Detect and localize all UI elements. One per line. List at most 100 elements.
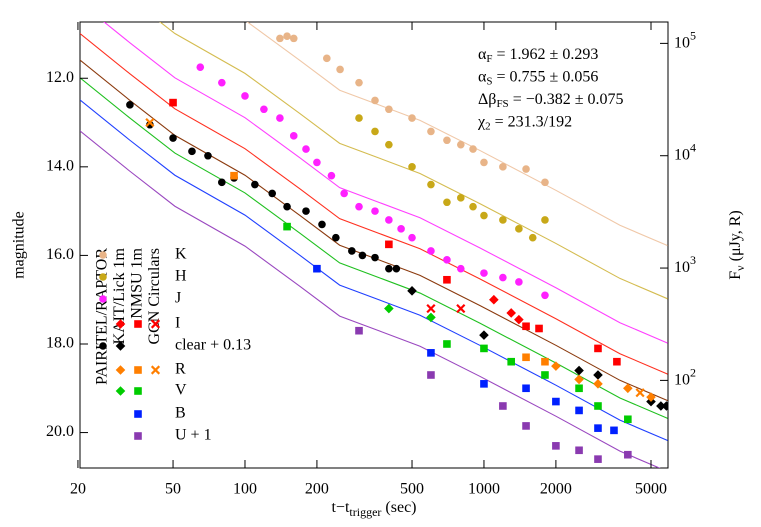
annotation-symbol: α [478,46,487,63]
point-circle [541,291,549,300]
point-diamond [479,330,489,340]
point-circle [522,165,530,173]
point-circle [318,220,326,229]
instrument-label: KAIT/Lick 1m [111,247,128,344]
point-diamond [489,294,499,305]
legend-label: H [175,268,187,285]
point-circle [358,251,367,260]
point-circle [408,233,416,242]
point-diamond [593,370,603,380]
point-diamond [514,314,524,325]
point-square [385,240,393,249]
point-square [355,326,363,335]
point-circle [385,105,393,114]
point-circle [443,256,451,264]
legend-label: K [175,246,187,263]
point-circle [241,92,249,100]
point-cross [635,388,645,398]
point-circle [392,264,401,273]
point-square [575,406,583,415]
axes-and-legend: 20 50 100 200 500 1000 2000 5000 12.0 14.0 16.0 18.… [11,22,747,519]
y2-tick-label: 105 [674,28,696,51]
legend-marker [134,387,142,395]
y-tick-label: 18.0 [46,335,74,352]
legend-marker [99,273,107,281]
annotation-sub: 2 [485,120,491,132]
point-circle [260,105,268,114]
point-square [541,371,549,379]
data-points [126,32,668,463]
point-circle [204,151,212,160]
y2-tick-exponent: 3 [690,253,696,267]
point-circle [499,273,507,282]
point-circle [348,247,356,255]
point-square [624,450,632,459]
legend-marker [99,342,107,350]
point-circle [457,194,465,202]
point-circle [385,264,393,273]
point-diamond [574,365,584,376]
point-circle [169,134,177,142]
point-square [522,384,530,393]
annotation-sub: FS [496,98,508,110]
fit-line [159,22,668,300]
annotation-text: = 231.3/192 [491,113,572,130]
x-label-tail: (sec) [381,499,416,516]
x-tick-label: 5000 [635,481,667,498]
point-circle [480,211,488,220]
y2-tick-exponent: 2 [690,365,696,379]
annotation-text: = 1.962 ± 0.293 [493,46,599,63]
point-square [522,422,530,430]
point-circle [323,54,331,63]
point-diamond [551,361,561,371]
instrument-label: GCN Circulars [146,248,163,344]
legend-label: J [175,290,181,307]
point-cross [145,117,155,128]
point-square [427,371,435,379]
point-square [427,349,435,357]
x-tick-label: 20 [70,481,86,498]
point-circle [126,101,134,109]
point-circle [541,216,549,224]
point-square [613,357,621,366]
annotation-sub: F [486,53,492,65]
point-square [522,353,530,362]
instrument-label: PAIRITEL/RAPTOR [94,248,111,385]
point-cross [426,303,436,314]
x-tick-label: 50 [165,481,181,498]
legend-marker [134,366,142,374]
point-diamond [407,286,417,296]
point-circle [457,264,465,273]
x-axis-label: t−ttrigger (sec) [331,499,416,519]
x-tick-label: 100 [233,481,257,498]
y2-tick-label: 104 [674,140,696,163]
y-tick-label: 20.0 [46,423,74,440]
fit-annotation: χ2 = 231.3/192 [477,113,572,132]
point-circle [218,78,226,87]
point-circle [332,233,340,242]
legend-marker [99,251,107,259]
point-square [499,402,507,410]
point-circle [283,32,291,40]
point-circle [457,140,465,149]
point-circle [371,207,379,215]
annotation-text: = 0.755 ± 0.056 [493,68,599,85]
point-circle [480,269,488,277]
point-circle [541,178,549,187]
point-square [480,380,488,388]
legend-marker [150,365,161,375]
point-circle [443,136,451,145]
legend-marker [115,386,126,396]
y2-label-main: F [727,271,744,280]
y2-label-sub: ν [733,265,747,271]
legend-marker [115,341,126,351]
x-label-main: t−t [331,499,349,516]
instrument-label: NMSU 1m [129,247,146,318]
point-square [624,415,632,424]
fit-line [80,33,668,375]
point-circle [371,127,379,136]
fit-line [80,99,668,442]
point-square [169,98,177,107]
y2-tick-base: 10 [674,34,690,51]
